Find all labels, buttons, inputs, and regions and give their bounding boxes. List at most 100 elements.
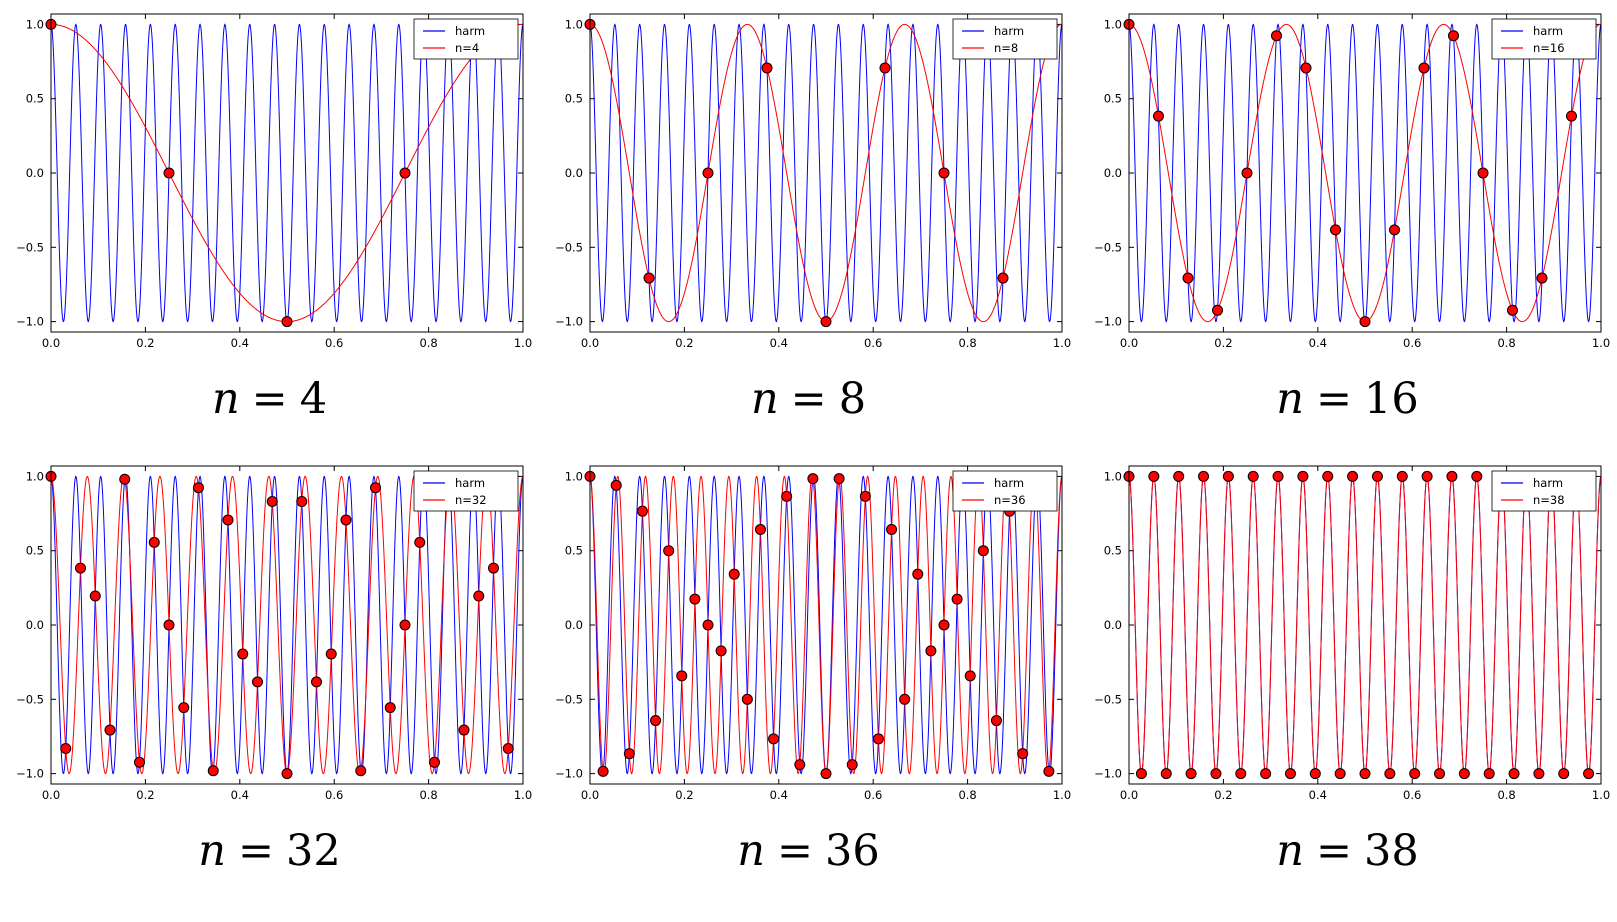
sample-dot [649,715,661,727]
sample-dot [820,316,831,328]
sample-dot [133,756,145,768]
curve-n38 [1128,475,1601,775]
y-tick-label: 0.5 [25,544,43,558]
sample-dot [1016,748,1028,760]
y-tick-label: −0.5 [16,692,44,706]
legend-label: harm [455,476,485,490]
y-tick-label: 1.0 [564,17,582,31]
caption-equals: = [1315,826,1352,876]
sample-dot [1396,470,1408,482]
sample-dot [413,536,425,548]
caption-symbol: n [737,826,765,876]
x-tick-label: 0.4 [1308,788,1326,802]
plot-svg: 0.0 0.2 0.4 0.6 0.8 1.0 1.0 0.5 0.0 −0.5 −1.0 harm n… [555,13,1071,350]
legend-box [413,470,518,512]
sample-dot [1042,765,1054,777]
sample-dot [1418,62,1429,74]
sample-dot [885,523,897,535]
sample-dot [1284,768,1296,780]
y-tick-label: 0.5 [1103,92,1121,106]
sample-dot [236,648,248,660]
sample-dot [118,473,130,485]
sample-dot [89,590,101,602]
caption-symbol: n [1276,826,1304,876]
tick-marks [589,466,1062,784]
sample-dot [1582,768,1594,780]
sample-dot [741,693,753,705]
sample-dot [662,545,674,557]
curve-n36 [589,475,1062,775]
plot-svg: 0.0 0.2 0.4 0.6 0.8 1.0 1.0 0.5 0.0 −0.5 −1.0 harm n… [16,465,532,802]
y-tick-label: 0.5 [564,544,582,558]
sample-points [45,18,410,328]
caption-n16: n = 16 [1276,374,1418,424]
sample-dot [1222,470,1234,482]
sample-dot [163,619,174,631]
subplot-n16: 0.0 0.2 0.4 0.6 0.8 1.0 1.0 0.5 0.0 −0.5 −1.0 harm n… [1078,6,1617,458]
sample-dot [964,670,976,682]
x-tick-label: 0.0 [580,788,598,802]
x-tick-label: 0.6 [1403,788,1421,802]
x-tick-label: 1.0 [1591,336,1609,350]
sample-dot [74,562,86,574]
y-tick-label: −1.0 [16,315,44,329]
sample-dot [1197,470,1209,482]
sample-dot [502,742,514,754]
curve-harm [589,23,1062,323]
tick-marks [1128,466,1601,784]
sample-dot [879,62,890,74]
axes-frame [50,13,523,333]
sample-dot [977,545,989,557]
caption-n8: n = 8 [751,374,866,424]
x-tick-label: 0.8 [419,788,437,802]
plot-area-n38: 0.0 0.2 0.4 0.6 0.8 1.0 1.0 0.5 0.0 −0.5 −1.0 harm n… [1083,458,1613,810]
caption-equals: = [790,374,827,424]
plot-svg: 0.0 0.2 0.4 0.6 0.8 1.0 1.0 0.5 0.0 −0.5 −1.0 harm n… [1094,465,1610,802]
sample-dot [1270,30,1282,42]
legend: harm n=36 [952,470,1057,512]
legend: harm n=16 [1491,18,1596,60]
x-tick-label: 0.4 [230,788,248,802]
x-tick-label: 0.2 [1214,336,1232,350]
axes-frame [50,465,523,785]
sample-dot [59,742,71,754]
x-tick-label: 0.2 [136,336,154,350]
y-tick-label: 0.5 [25,92,43,106]
caption-value: 16 [1364,374,1419,424]
legend-label: harm [1533,476,1563,490]
caption-symbol: n [211,374,240,424]
sample-dot [898,693,910,705]
sample-dot [1447,30,1459,42]
sample-dot [487,562,499,574]
sample-dot [1300,62,1311,74]
sample-dot [1458,768,1470,780]
x-tick-label: 0.2 [675,336,693,350]
x-tick-label: 0.6 [864,788,882,802]
sample-dot [997,272,1008,284]
x-tick-label: 0.0 [1119,788,1137,802]
y-tick-label: 0.0 [564,166,582,180]
x-tick-label: 0.2 [136,788,154,802]
legend: harm n=38 [1491,470,1596,512]
sample-dot [1247,470,1259,482]
sample-dot [1383,768,1395,780]
caption-value: 32 [286,826,341,876]
sample-dot [1532,768,1544,780]
legend-label: n=36 [994,493,1026,507]
x-tick-label: 0.6 [325,788,343,802]
sample-dot [1160,768,1172,780]
sample-dot [1508,768,1520,780]
sample-dot [1421,470,1433,482]
caption-equals: = [237,826,274,876]
plot-area-n8: 0.0 0.2 0.4 0.6 0.8 1.0 1.0 0.5 0.0 −0.5 −1.0 harm n… [544,6,1074,358]
x-tick-label: 0.0 [1119,336,1137,350]
sample-dot [399,619,410,631]
caption-value: 38 [1364,826,1419,876]
sample-dot [177,702,189,714]
tick-labels: 0.0 0.2 0.4 0.6 0.8 1.0 1.0 0.5 0.0 −0.5 −1.0 [16,469,532,802]
sample-dot [1536,272,1547,284]
y-tick-label: 1.0 [25,469,43,483]
sample-dot [1557,768,1569,780]
sample-dot [1182,272,1193,284]
sample-dot [1172,470,1184,482]
